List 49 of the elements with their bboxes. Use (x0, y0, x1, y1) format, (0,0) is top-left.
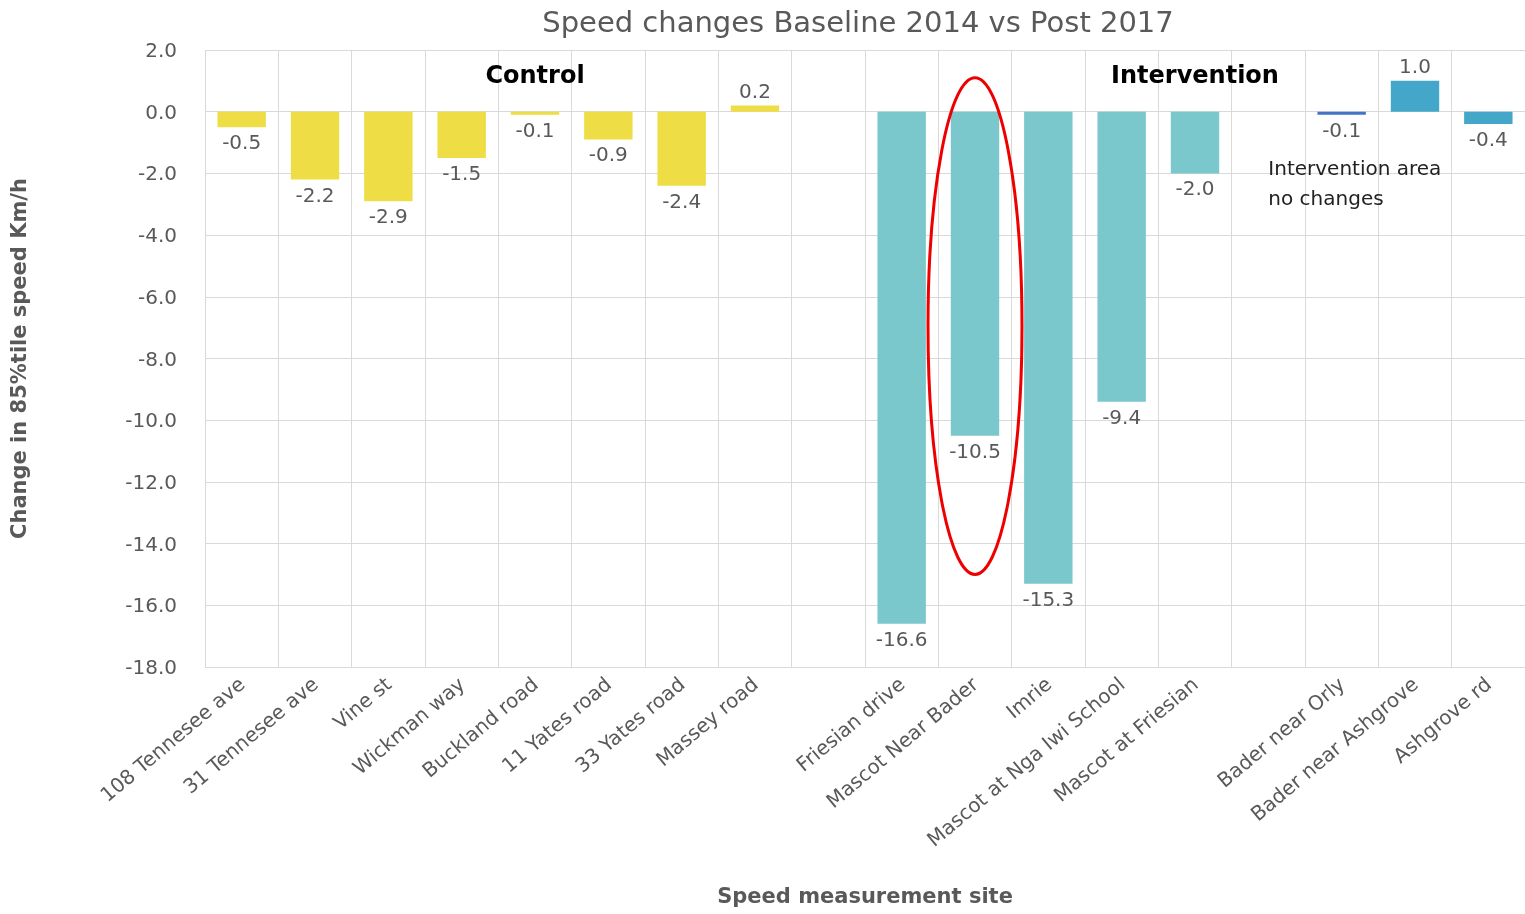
bar (877, 111, 926, 624)
y-axis-title: Change in 85%tile speed Km/h (6, 178, 31, 539)
y-tick-label: -2.0 (137, 161, 177, 186)
annotation: Intervention (1111, 60, 1279, 89)
y-tick-label: -16.0 (125, 593, 177, 618)
x-axis-title: Speed measurement site (717, 883, 1013, 908)
data-label: -2.0 (1175, 176, 1215, 201)
bar (1317, 111, 1366, 115)
data-label: -15.3 (1022, 586, 1075, 611)
data-label: -0.9 (588, 142, 628, 167)
bar (437, 111, 486, 158)
y-tick-label: 2.0 (145, 38, 177, 62)
bar (950, 111, 1000, 436)
y-tick-label: -12.0 (125, 469, 177, 494)
annotation: Control (485, 60, 585, 89)
data-label: 1.0 (1399, 53, 1431, 78)
bar (217, 111, 266, 128)
bar (1097, 111, 1146, 402)
bar (584, 111, 633, 140)
data-label: -16.6 (875, 626, 928, 651)
data-label: -0.5 (222, 130, 262, 155)
data-label: -9.4 (1102, 404, 1142, 429)
bar (730, 105, 780, 112)
data-label: -10.5 (949, 438, 1001, 463)
data-label: -1.5 (442, 160, 482, 185)
data-label: -2.4 (662, 188, 702, 213)
y-tick-label: -14.0 (125, 531, 177, 556)
y-tick-label: -18.0 (125, 655, 177, 679)
data-label: -2.9 (368, 204, 408, 229)
bar (657, 111, 706, 186)
bar (290, 111, 340, 180)
y-tick-label: 0.0 (145, 99, 177, 124)
y-tick-label: -8.0 (137, 346, 177, 371)
data-label: -2.2 (295, 182, 335, 207)
bar (1464, 111, 1513, 125)
y-tick-label: -6.0 (137, 284, 177, 309)
y-tick-label: -4.0 (137, 223, 177, 248)
bar (510, 111, 560, 115)
annotation: Intervention area no changes (1268, 155, 1442, 210)
bar (1170, 111, 1220, 174)
data-label: -0.4 (1468, 127, 1508, 152)
bar (1390, 80, 1440, 112)
data-label: 0.2 (739, 78, 771, 103)
bar (1024, 111, 1073, 584)
y-tick-label: -10.0 (125, 408, 177, 433)
bar (364, 111, 413, 202)
data-label: -0.1 (515, 117, 555, 142)
data-label: -0.1 (1322, 117, 1362, 142)
chart-title: Speed changes Baseline 2014 vs Post 2017 (542, 4, 1174, 39)
